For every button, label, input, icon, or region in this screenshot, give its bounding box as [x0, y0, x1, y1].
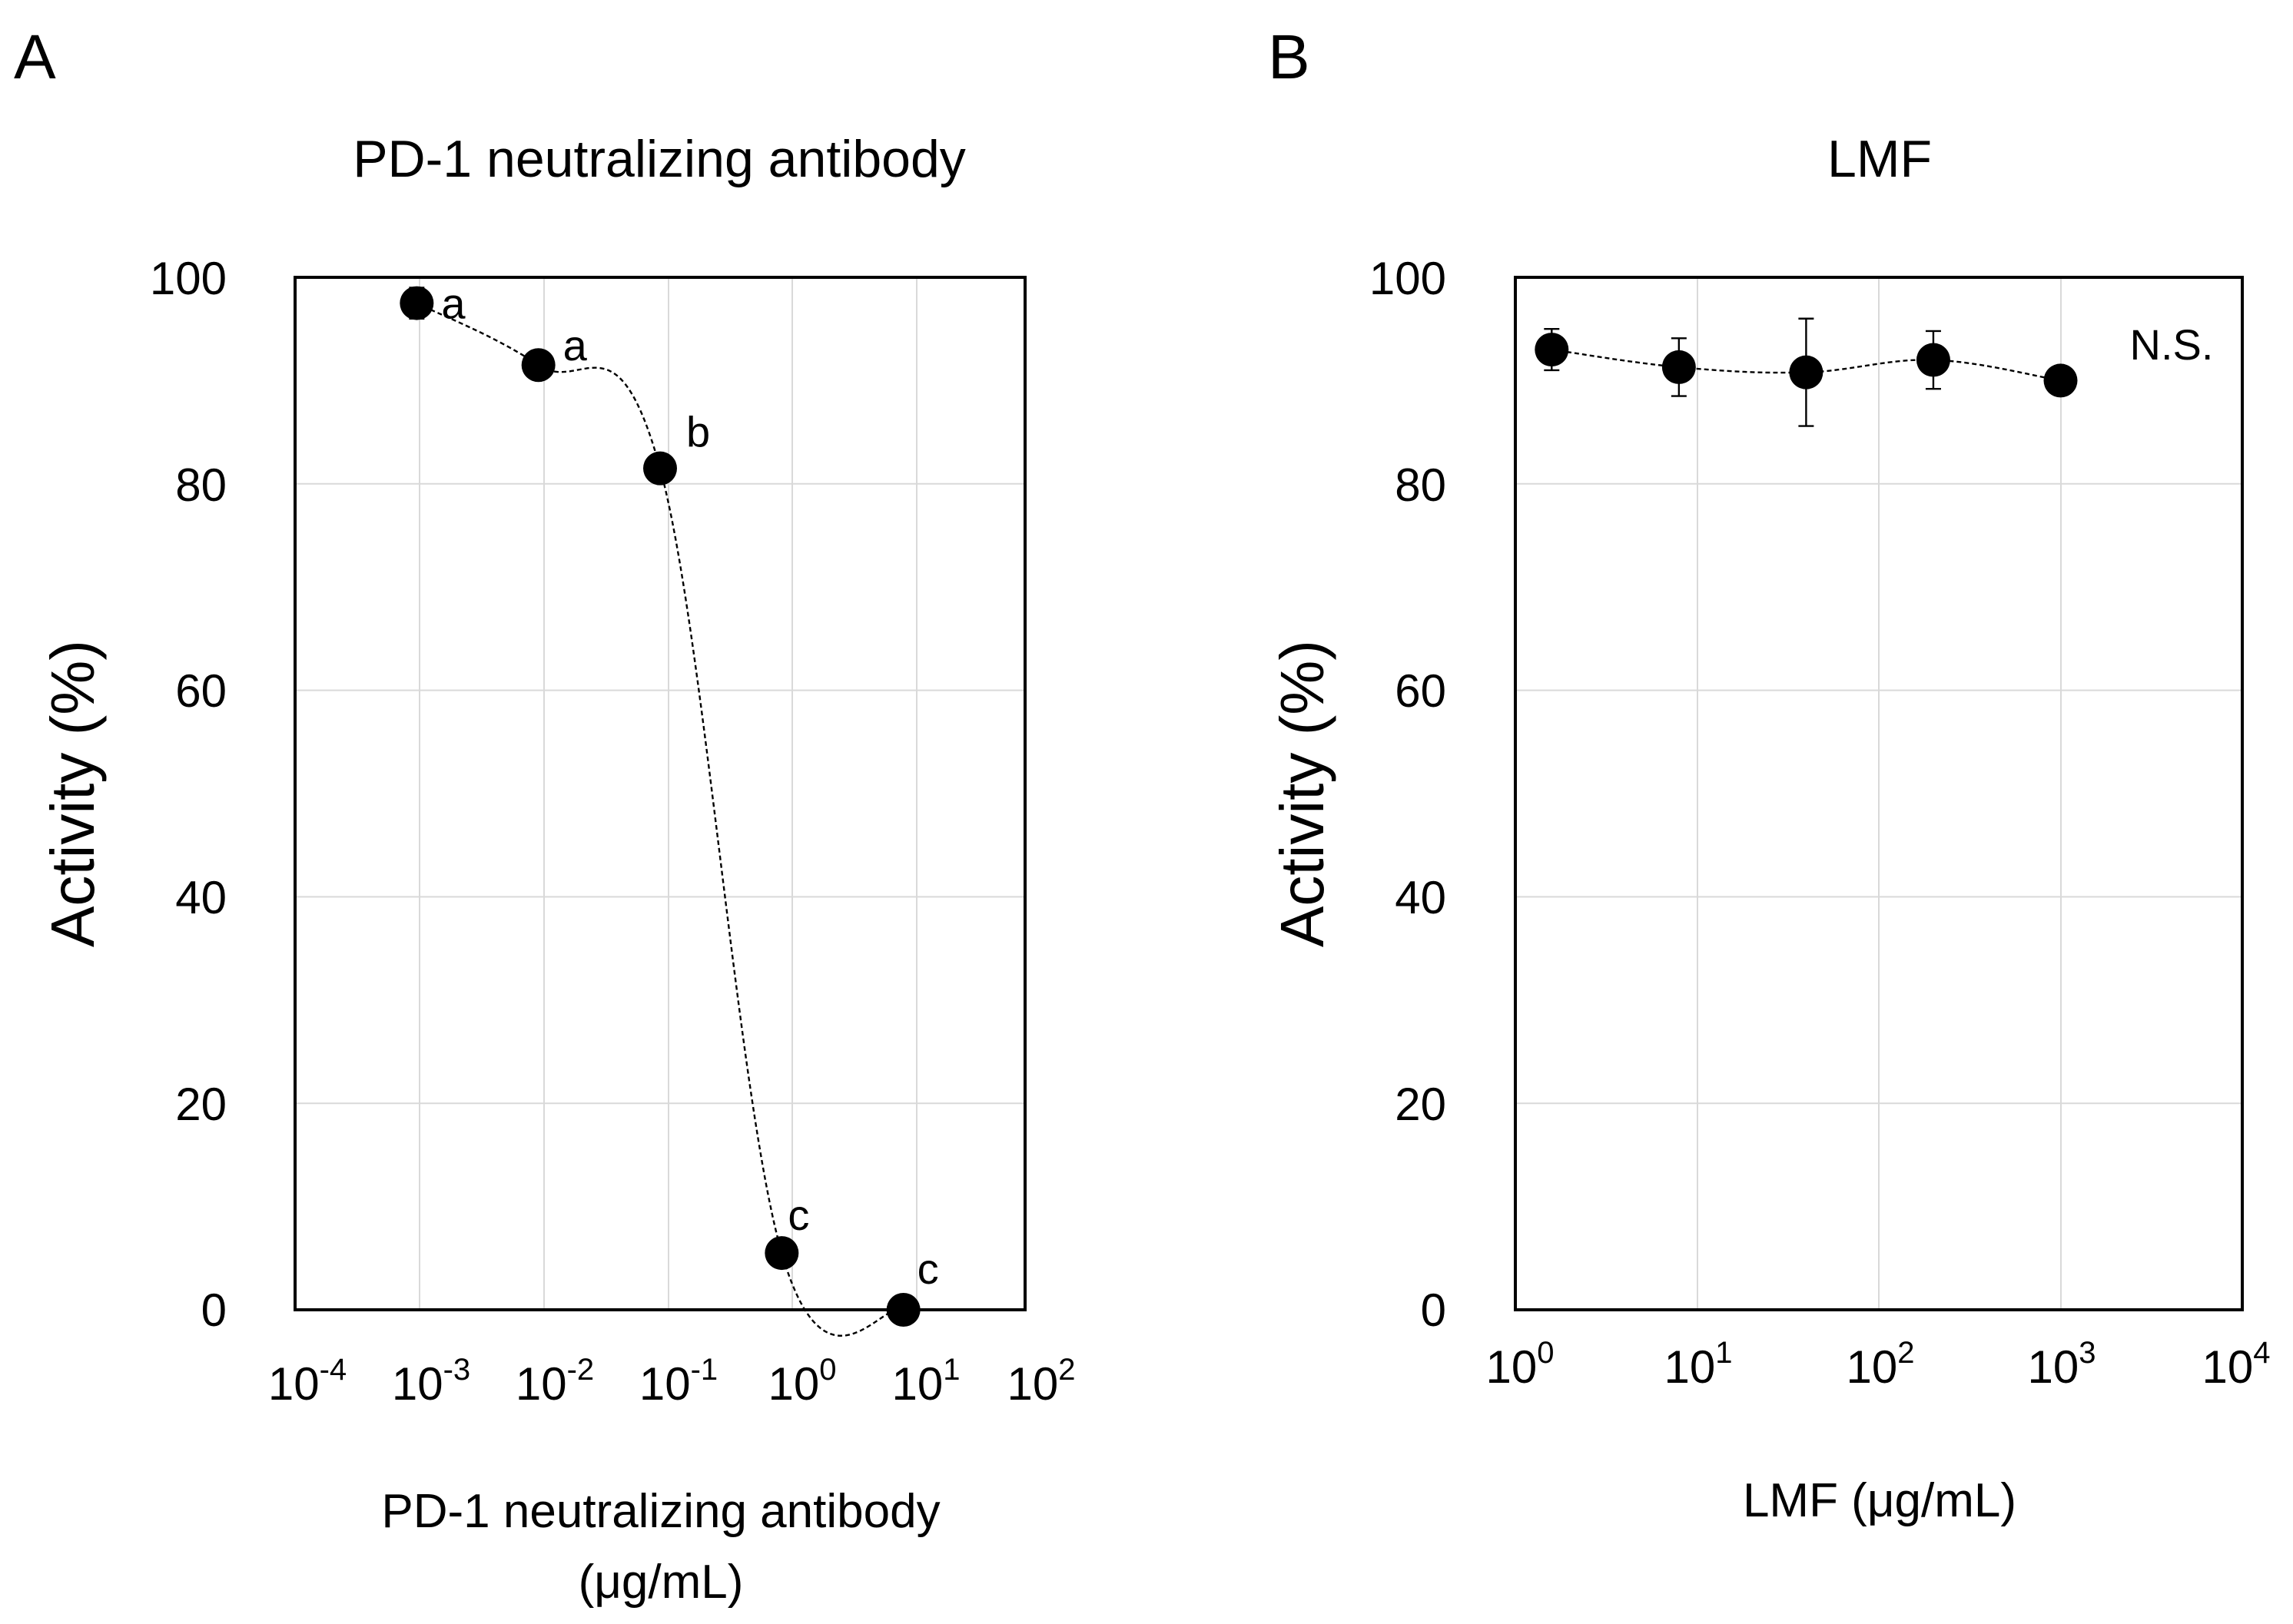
panel-a-significance-label: a	[563, 321, 588, 370]
panel-a-y-axis-label: Activity (%)	[38, 640, 107, 947]
panel-a-x-tick-5: 101	[892, 1353, 961, 1410]
panel-a-point	[643, 451, 677, 486]
panel-b-y-tick-100: 100	[1369, 253, 1446, 304]
panel-a-y-tick-20: 20	[175, 1079, 227, 1130]
panel-a-y-ticks: 0 20 40 60 80 100	[150, 253, 227, 1336]
panel-b-title: LMF	[1827, 130, 1932, 188]
panel-b-letter: B	[1268, 22, 1310, 92]
panel-b-y-ticks: 0 20 40 60 80 100	[1369, 253, 1446, 1336]
panel-a-gridlines	[295, 277, 1025, 1310]
panel-a-x-ticks: 10-4 10-3 10-2 10-1 100 101 102	[268, 1353, 1076, 1410]
panel-b-ns-annotation: N.S.	[2130, 320, 2214, 369]
panel-a-x-tick-3: 10-1	[639, 1353, 718, 1410]
panel-b-x-tick-4: 104	[2202, 1336, 2271, 1393]
panel-a-x-tick-1: 10-3	[392, 1353, 470, 1410]
panel-b: B LMF N.S. 0 20 40 60 80 100 100 101 102…	[1268, 22, 2271, 1527]
panel-b-x-tick-3: 103	[2028, 1336, 2096, 1393]
panel-a-x-tick-6: 102	[1007, 1353, 1076, 1410]
panel-b-x-tick-0: 100	[1486, 1336, 1555, 1393]
panel-a-significance-label: a	[441, 280, 466, 328]
panel-b-y-tick-20: 20	[1395, 1079, 1446, 1130]
panel-b-y-tick-80: 80	[1395, 459, 1446, 511]
panel-b-y-tick-40: 40	[1395, 872, 1446, 923]
panel-a-series: a a b c c	[400, 280, 939, 1337]
panel-b-x-tick-1: 101	[1664, 1336, 1733, 1393]
panel-a-significance-label: c	[918, 1245, 939, 1293]
panel-a-significance-label: b	[686, 408, 710, 456]
panel-b-series	[1535, 317, 2078, 427]
panel-a-x-axis-label-line-1: PD-1 neutralizing antibody	[381, 1485, 940, 1538]
panel-b-plot-frame	[1514, 276, 2244, 1311]
panel-b-point	[2043, 363, 2078, 398]
panel-a-significance-label: c	[788, 1191, 809, 1239]
panel-a-y-tick-80: 80	[175, 459, 227, 511]
panel-a-point	[400, 286, 434, 320]
panel-a-line	[416, 302, 904, 1337]
panel-a-title: PD-1 neutralizing antibody	[353, 130, 966, 188]
panel-b-y-axis-label: Activity (%)	[1268, 640, 1336, 947]
panel-b-x-axis-label: LMF (μg/mL)	[1743, 1474, 2016, 1527]
panel-a: A PD-1 neutralizing antibody a a b c c 0 20 …	[14, 22, 1076, 1609]
panel-b-y-tick-0: 0	[1421, 1284, 1446, 1336]
panel-a-x-tick-4: 100	[768, 1353, 837, 1410]
panel-b-y-tick-60: 60	[1395, 665, 1446, 717]
panel-a-point	[765, 1236, 799, 1271]
panel-a-plot-frame	[294, 276, 1027, 1311]
panel-a-y-tick-0: 0	[201, 1284, 227, 1336]
panel-b-point	[1661, 350, 1696, 384]
panel-b-point	[1535, 333, 1569, 367]
panel-b-x-ticks: 100 101 102 103 104	[1486, 1336, 2271, 1393]
panel-a-x-axis-label-line-2: (μg/mL)	[579, 1556, 744, 1609]
panel-b-point	[1789, 355, 1823, 389]
panel-a-x-tick-2: 10-2	[516, 1353, 594, 1410]
panel-b-gridlines	[1515, 277, 2242, 1310]
panel-b-point	[1916, 343, 1950, 377]
panel-a-point	[521, 348, 556, 383]
panel-b-x-tick-2: 102	[1847, 1336, 1915, 1393]
panel-a-y-tick-60: 60	[175, 665, 227, 717]
panel-a-letter: A	[14, 22, 56, 92]
panel-a-x-tick-0: 10-4	[268, 1353, 347, 1410]
panel-a-y-tick-100: 100	[150, 253, 227, 304]
panel-a-point	[886, 1293, 921, 1327]
panel-a-y-tick-40: 40	[175, 872, 227, 923]
